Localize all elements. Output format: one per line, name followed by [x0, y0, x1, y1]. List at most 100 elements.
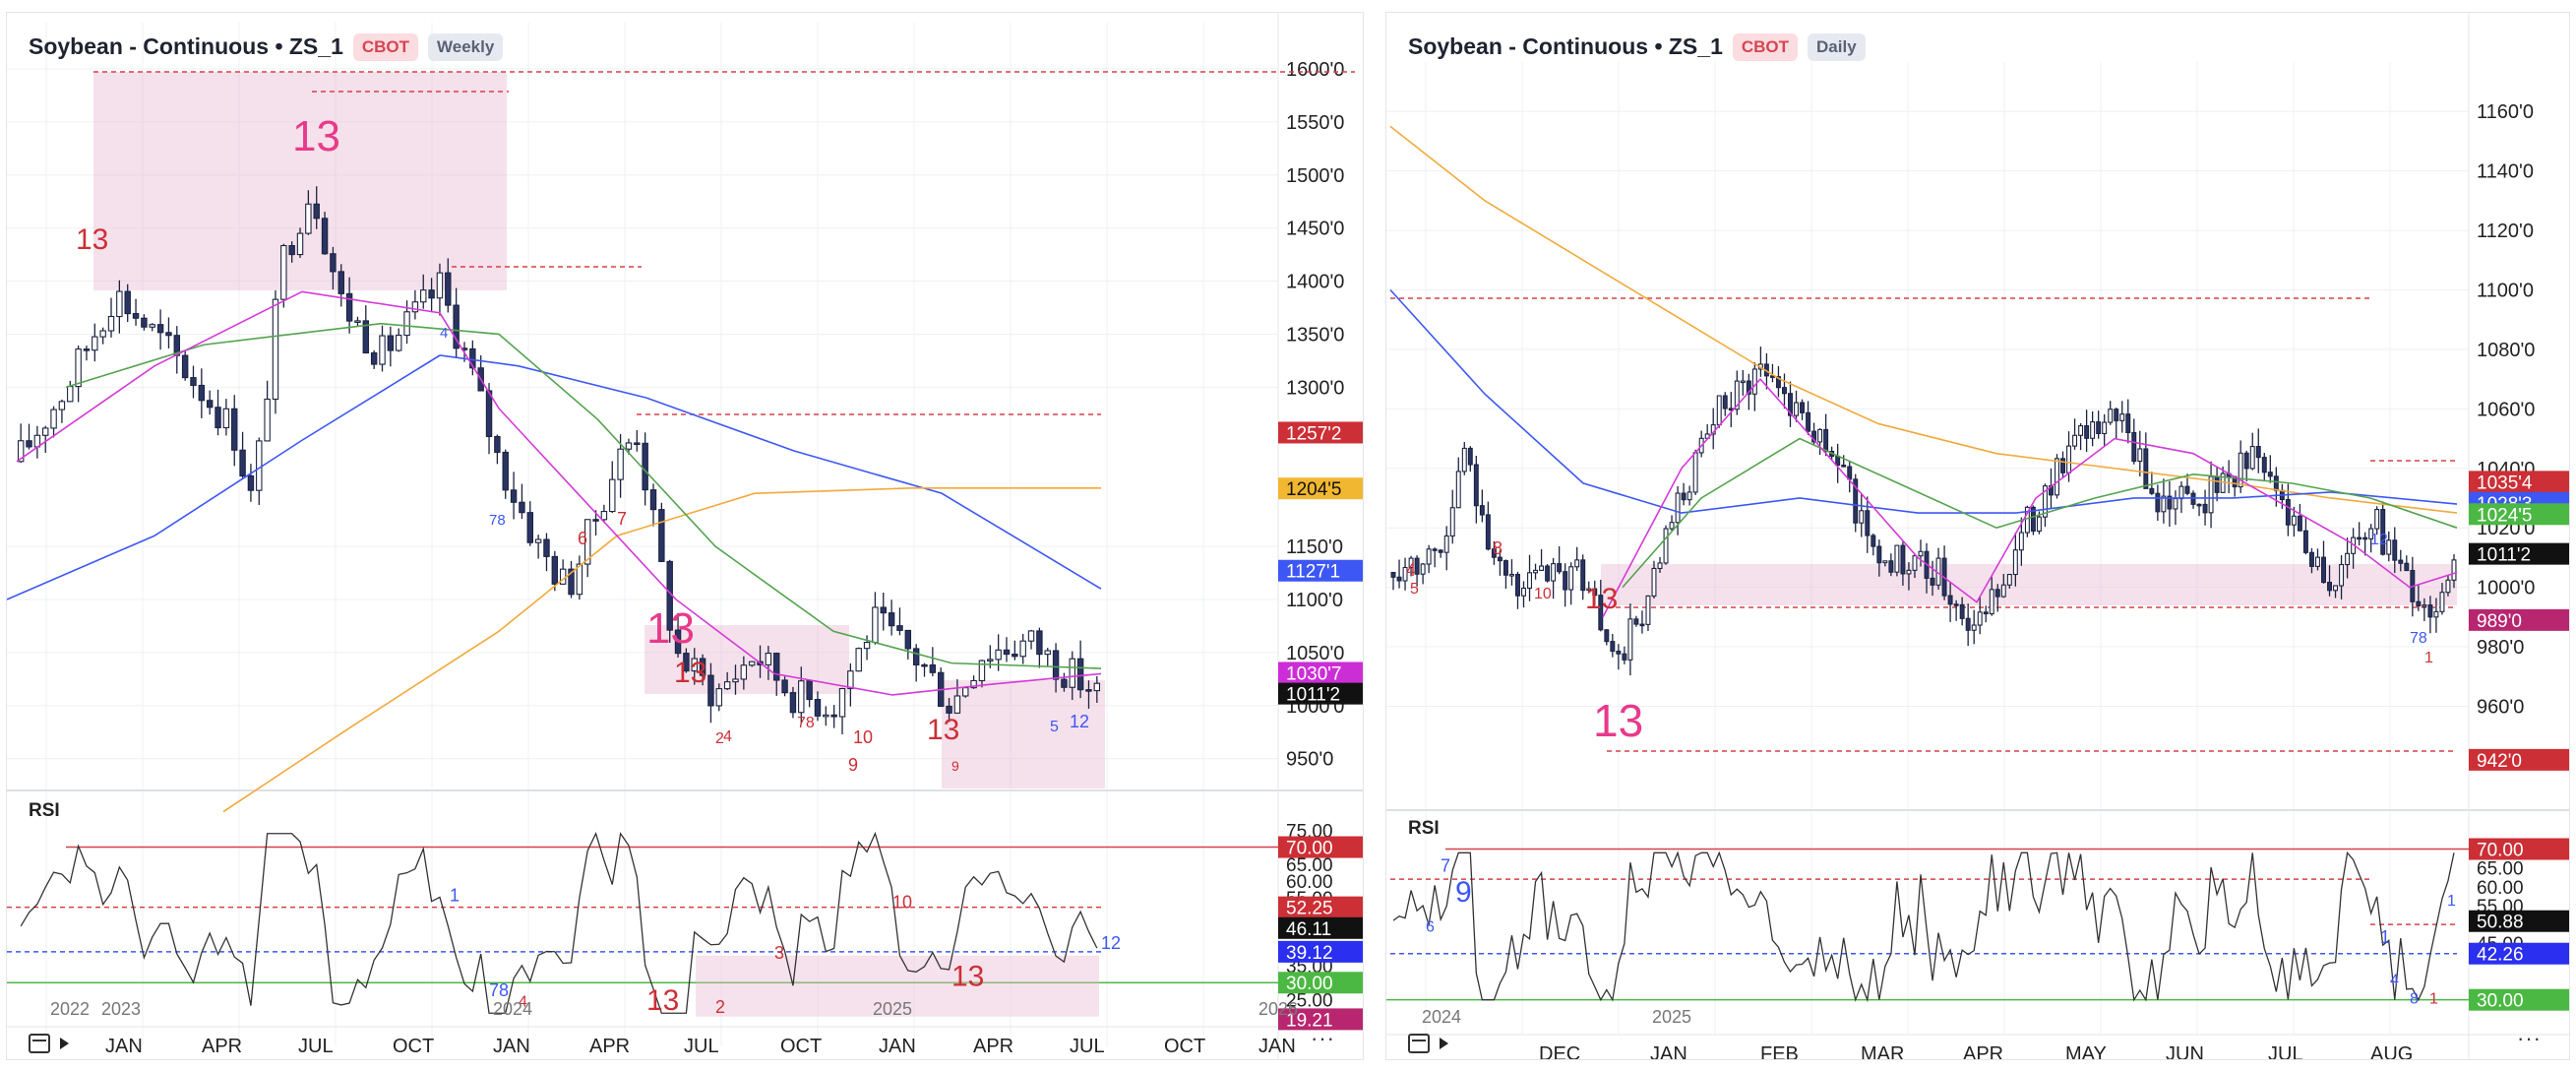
candle-up	[2451, 559, 2457, 581]
time-axis-month: DEC	[1539, 1043, 1580, 1060]
candle-down	[239, 449, 246, 477]
time-axis-year: 2025	[873, 999, 912, 1019]
candle-down	[543, 538, 550, 557]
more-options-button[interactable]: ···	[1311, 1026, 1335, 1050]
candle-down	[2416, 600, 2422, 606]
candle-up	[1027, 630, 1035, 642]
rsi-value-tag	[2469, 910, 2569, 932]
daily-chart-canvas[interactable]: 1160'01140'01120'01100'01080'01060'01040…	[1386, 13, 2570, 1060]
price-tag	[2469, 542, 2569, 565]
candle-up	[863, 642, 871, 650]
candle-up	[1044, 650, 1051, 656]
price-tick-label: 1550'0	[1286, 112, 1344, 134]
candle-up	[354, 320, 361, 323]
candle-down	[2398, 559, 2404, 564]
candle-down	[642, 442, 648, 491]
candle-up	[732, 678, 739, 683]
candle-down	[1515, 573, 1520, 597]
candle-up	[1527, 572, 1532, 590]
candle-down	[1800, 402, 1806, 413]
candle-down	[1633, 618, 1639, 625]
bottom-toolbar	[1408, 1034, 1448, 1053]
candle-up	[953, 695, 961, 714]
calendar-icon[interactable]	[1408, 1034, 1430, 1053]
candle-down	[526, 512, 534, 543]
candle-down	[156, 324, 164, 334]
candle-down	[2362, 536, 2368, 540]
candle-down	[1432, 548, 1438, 551]
weekly-chart-canvas[interactable]: 1600'0 1550'0 1500'0 1450'0 1400'0 1350'0 1300…	[7, 13, 1364, 1060]
price-tick-label: 1100'0	[2477, 280, 2534, 301]
candle-down	[929, 663, 937, 673]
price-tick-label: 1400'0	[1286, 272, 1344, 293]
candle-down	[387, 335, 395, 351]
candle-down	[896, 625, 903, 631]
timeframe-badge[interactable]: Daily	[1808, 33, 1866, 61]
count-marker: 9	[848, 755, 858, 775]
time-axis-month: MAY	[2065, 1043, 2107, 1060]
candle-up	[1533, 569, 1539, 574]
candle-up	[2055, 458, 2059, 496]
candle-down	[2357, 536, 2362, 540]
candle-up	[75, 348, 82, 388]
timeframe-badge[interactable]: Weekly	[428, 33, 504, 61]
candle-down	[2327, 582, 2332, 592]
candle-up	[296, 232, 304, 256]
candle-down	[453, 304, 460, 349]
candle-down	[1052, 650, 1060, 680]
candle-down	[1598, 595, 1604, 631]
count-marker: 5	[1410, 581, 1419, 598]
candle-down	[1061, 678, 1068, 688]
price-tag	[2469, 503, 2569, 526]
play-icon[interactable]	[60, 1038, 69, 1049]
candle-up	[256, 440, 263, 491]
play-icon[interactable]	[1440, 1038, 1448, 1049]
candle-down	[814, 699, 822, 717]
candle-down	[2255, 446, 2261, 459]
time-axis-month: APR	[1963, 1043, 2003, 1060]
candle-down	[1557, 563, 1563, 573]
candle-down	[946, 705, 952, 714]
daily-chart-panel[interactable]: 1160'0 1140'0 1120'0 1100'0 1080'0 1060'0 1040…	[1385, 12, 2570, 1060]
candle-up	[723, 681, 731, 690]
price-tick-label: 1100'0	[1286, 590, 1343, 611]
exchange-badge[interactable]: CBOT	[352, 33, 419, 61]
candle-up	[798, 680, 805, 714]
price-tag	[2469, 471, 2569, 493]
rsi-count-marker: 2	[715, 997, 725, 1017]
more-options-button[interactable]: ···	[2517, 1026, 2542, 1050]
candle-down	[1414, 557, 1420, 575]
count-marker: 9	[951, 758, 959, 774]
candle-down	[2030, 506, 2036, 533]
time-axis-month: OCT	[780, 1036, 822, 1057]
candle-up	[17, 440, 25, 463]
rsi-tick-label: 65.00	[2477, 859, 2524, 880]
calendar-icon[interactable]	[29, 1034, 50, 1053]
candle-up	[2006, 573, 2012, 586]
rsi-value-tag-text: 70.00	[1286, 839, 1333, 859]
candle-up	[1740, 380, 1746, 384]
candle-down	[1503, 560, 1508, 576]
rsi-value-tag	[1278, 1008, 1363, 1031]
candle-down	[1396, 576, 1402, 582]
rsi-value-tag-text: 39.12	[1286, 943, 1333, 964]
candle-down	[1871, 535, 1876, 547]
rsi-label: RSI	[29, 800, 60, 821]
candle-down	[345, 292, 353, 322]
price-tag	[2469, 608, 2569, 631]
candle-up	[2422, 604, 2427, 607]
candle-down	[1003, 649, 1011, 656]
rsi-tick-label: 60.00	[1286, 872, 1333, 893]
candle-up	[1574, 559, 1580, 568]
count-marker: 13	[674, 657, 706, 689]
exchange-badge[interactable]: CBOT	[1732, 33, 1799, 61]
candle-up	[50, 409, 57, 429]
candle-down	[1853, 478, 1859, 524]
candle-down	[2060, 458, 2065, 473]
candle-up	[1449, 507, 1455, 537]
price-tick-label: 960'0	[2477, 696, 2524, 718]
weekly-chart-panel[interactable]: 1600'0 1550'0 1500'0 1450'0 1400'0 1350'0 1300…	[6, 12, 1364, 1060]
candle-down	[132, 313, 140, 319]
rsi-value-tag-text: 50.88	[2477, 913, 2524, 933]
count-marker: 12	[2370, 532, 2388, 548]
